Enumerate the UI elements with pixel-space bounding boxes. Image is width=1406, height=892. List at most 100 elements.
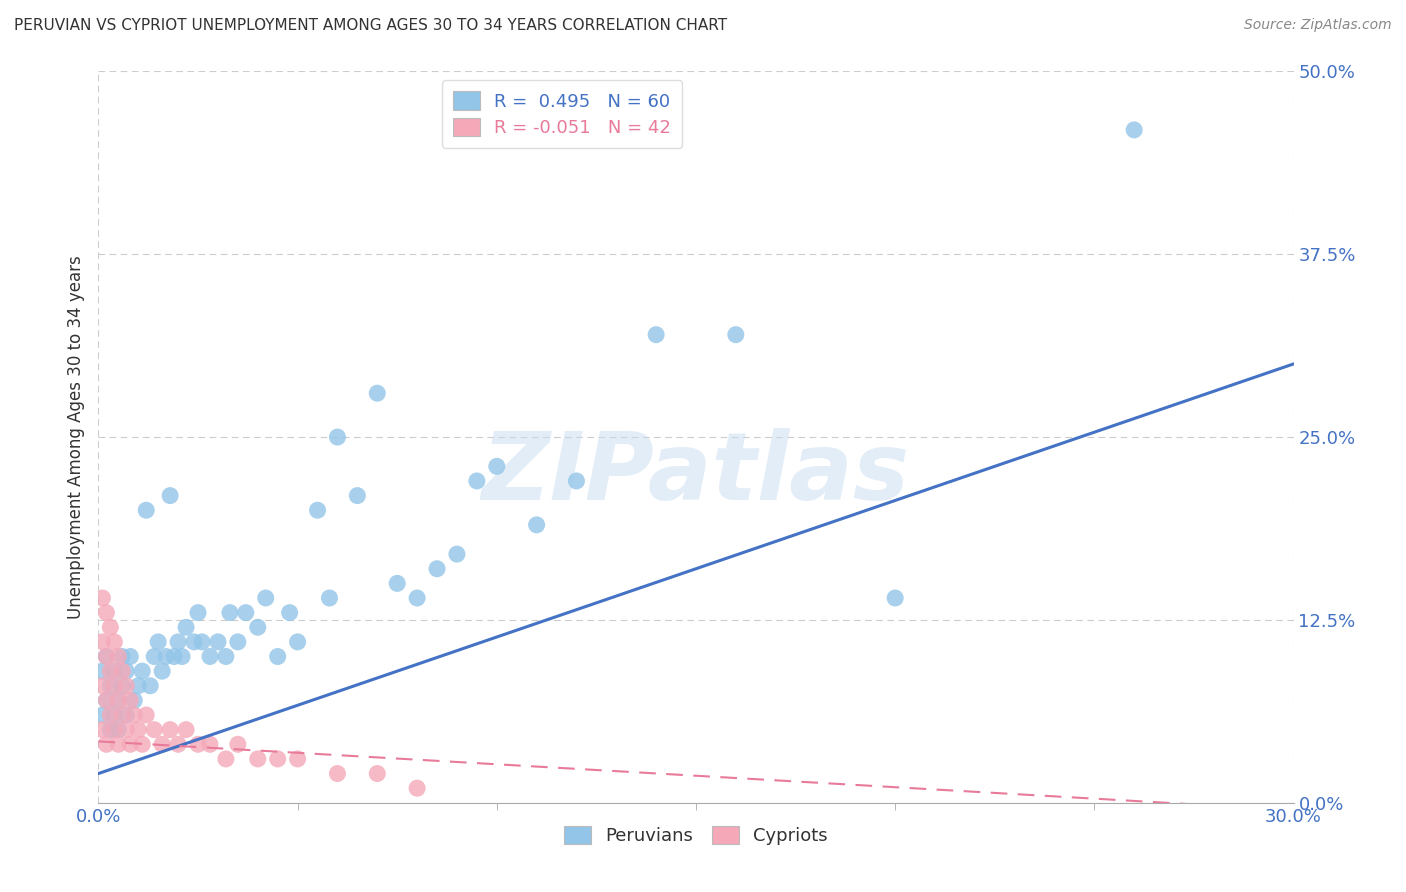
Point bbox=[96, 649, 118, 664]
Point bbox=[103, 723, 125, 737]
Point bbox=[115, 723, 138, 737]
Point bbox=[246, 752, 269, 766]
Point bbox=[278, 606, 301, 620]
Point bbox=[287, 752, 309, 766]
Point bbox=[167, 635, 190, 649]
Point bbox=[174, 723, 197, 737]
Point bbox=[98, 708, 122, 723]
Point bbox=[96, 693, 118, 707]
Legend: Peruvians, Cypriots: Peruvians, Cypriots bbox=[557, 819, 835, 852]
Point bbox=[366, 766, 388, 780]
Point bbox=[346, 489, 368, 503]
Point bbox=[120, 693, 142, 707]
Point bbox=[98, 664, 122, 678]
Point bbox=[219, 606, 242, 620]
Point bbox=[526, 517, 548, 532]
Point bbox=[287, 635, 309, 649]
Point bbox=[139, 679, 162, 693]
Point bbox=[207, 635, 229, 649]
Point bbox=[91, 591, 114, 605]
Point bbox=[307, 503, 329, 517]
Point bbox=[267, 752, 290, 766]
Point bbox=[174, 620, 197, 634]
Point bbox=[143, 723, 166, 737]
Point bbox=[167, 737, 190, 751]
Point bbox=[406, 591, 429, 605]
Point bbox=[111, 708, 134, 723]
Point bbox=[148, 635, 170, 649]
Point bbox=[150, 664, 173, 678]
Point bbox=[426, 562, 449, 576]
Point bbox=[98, 620, 122, 634]
Point bbox=[103, 679, 125, 693]
Point bbox=[155, 649, 177, 664]
Point bbox=[183, 635, 205, 649]
Point bbox=[226, 737, 249, 751]
Point bbox=[103, 664, 125, 678]
Point bbox=[187, 737, 209, 751]
Point bbox=[326, 766, 349, 780]
Point bbox=[96, 606, 118, 620]
Point bbox=[131, 737, 153, 751]
Point bbox=[115, 679, 138, 693]
Point bbox=[198, 737, 221, 751]
Point bbox=[91, 723, 114, 737]
Text: PERUVIAN VS CYPRIOT UNEMPLOYMENT AMONG AGES 30 TO 34 YEARS CORRELATION CHART: PERUVIAN VS CYPRIOT UNEMPLOYMENT AMONG A… bbox=[14, 18, 727, 33]
Point bbox=[143, 649, 166, 664]
Point bbox=[318, 591, 340, 605]
Point bbox=[446, 547, 468, 561]
Point bbox=[235, 606, 257, 620]
Point bbox=[150, 737, 173, 751]
Point bbox=[215, 752, 238, 766]
Point bbox=[246, 620, 269, 634]
Point bbox=[135, 708, 157, 723]
Point bbox=[465, 474, 488, 488]
Point bbox=[645, 327, 668, 342]
Text: Source: ZipAtlas.com: Source: ZipAtlas.com bbox=[1244, 18, 1392, 32]
Point bbox=[565, 474, 588, 488]
Point bbox=[115, 664, 138, 678]
Point bbox=[215, 649, 238, 664]
Point bbox=[107, 737, 129, 751]
Point bbox=[98, 679, 122, 693]
Point bbox=[385, 576, 409, 591]
Point bbox=[120, 649, 142, 664]
Point bbox=[91, 679, 114, 693]
Point bbox=[163, 649, 186, 664]
Point bbox=[111, 679, 134, 693]
Point bbox=[172, 649, 194, 664]
Point bbox=[267, 649, 290, 664]
Point bbox=[127, 679, 149, 693]
Point bbox=[107, 693, 129, 707]
Point bbox=[884, 591, 907, 605]
Point bbox=[131, 664, 153, 678]
Point bbox=[96, 737, 118, 751]
Y-axis label: Unemployment Among Ages 30 to 34 years: Unemployment Among Ages 30 to 34 years bbox=[66, 255, 84, 619]
Point bbox=[366, 386, 388, 401]
Point bbox=[159, 723, 181, 737]
Point bbox=[724, 327, 747, 342]
Point bbox=[485, 459, 508, 474]
Point bbox=[103, 635, 125, 649]
Point bbox=[91, 708, 114, 723]
Point bbox=[198, 649, 221, 664]
Point bbox=[326, 430, 349, 444]
Point bbox=[96, 693, 118, 707]
Point bbox=[91, 635, 114, 649]
Point bbox=[127, 723, 149, 737]
Point bbox=[124, 708, 146, 723]
Point bbox=[226, 635, 249, 649]
Point bbox=[159, 489, 181, 503]
Point bbox=[107, 723, 129, 737]
Point bbox=[191, 635, 214, 649]
Point bbox=[124, 693, 146, 707]
Point bbox=[187, 606, 209, 620]
Text: ZIPatlas: ZIPatlas bbox=[482, 427, 910, 520]
Point bbox=[406, 781, 429, 796]
Point bbox=[98, 723, 122, 737]
Point bbox=[254, 591, 277, 605]
Point bbox=[111, 649, 134, 664]
Point bbox=[107, 649, 129, 664]
Point bbox=[135, 503, 157, 517]
Point bbox=[96, 649, 118, 664]
